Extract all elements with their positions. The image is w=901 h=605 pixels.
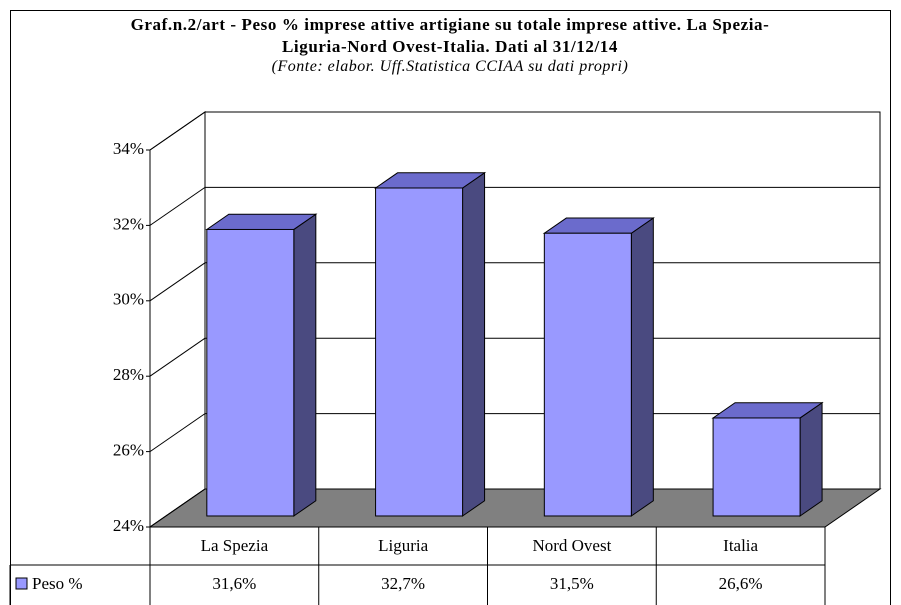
- grid-line: [149, 262, 206, 302]
- bar: [712, 417, 801, 517]
- value-label: 26,6%: [719, 574, 763, 593]
- grid-line: [149, 111, 206, 151]
- value-label: 32,7%: [381, 574, 425, 593]
- x-tick-label: La Spezia: [201, 536, 269, 555]
- grid-line: [149, 186, 206, 226]
- bar-side: [293, 213, 317, 517]
- y-tick-label: 28%: [113, 365, 144, 384]
- x-tick-label: Italia: [723, 536, 758, 555]
- x-tick-label: Liguria: [378, 536, 428, 555]
- grid-line: [149, 488, 206, 528]
- legend-key: [15, 577, 28, 590]
- bar: [206, 228, 295, 517]
- bar: [375, 187, 464, 517]
- side-wall: [149, 111, 206, 528]
- bar-side: [462, 171, 486, 517]
- y-tick-label: 30%: [113, 290, 144, 309]
- value-label: 31,6%: [212, 574, 256, 593]
- y-tick-label: 34%: [113, 139, 144, 158]
- y-tick-label: 26%: [113, 441, 144, 460]
- value-label: 31,5%: [550, 574, 594, 593]
- chart-title: Graf.n.2/art - Peso % imprese attive art…: [130, 15, 770, 56]
- grid-line: [149, 337, 206, 377]
- bar-side: [630, 217, 654, 517]
- bar: [543, 232, 632, 517]
- y-tick-label: 24%: [113, 516, 144, 535]
- legend-label: Peso %: [32, 574, 83, 593]
- y-tick-label: 32%: [113, 214, 144, 233]
- x-tick-label: Nord Ovest: [532, 536, 611, 555]
- bar-side: [799, 401, 823, 517]
- chart-subtitle: (Fonte: elabor. Uff.Statistica CCIAA su …: [271, 58, 629, 75]
- grid-line: [149, 413, 206, 453]
